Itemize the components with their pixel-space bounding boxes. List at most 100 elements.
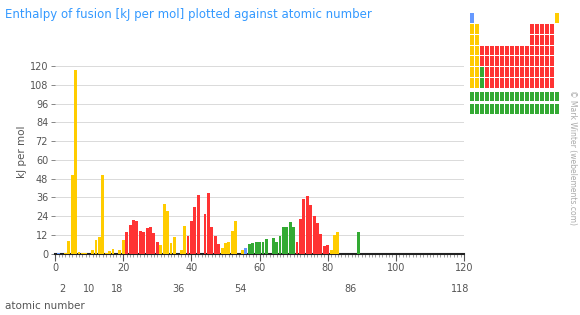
Bar	[218, 244, 220, 254]
Bar	[336, 232, 339, 254]
Bar	[554, 35, 559, 45]
Bar	[357, 232, 360, 254]
Bar	[500, 46, 505, 55]
Bar	[535, 92, 539, 101]
Bar	[207, 193, 210, 254]
Bar	[500, 105, 505, 114]
Bar	[554, 78, 559, 88]
Bar	[197, 195, 200, 254]
Bar	[480, 78, 484, 88]
Bar	[329, 250, 332, 254]
Bar	[535, 24, 539, 34]
Bar	[132, 220, 135, 254]
Bar	[102, 175, 104, 254]
Bar	[490, 78, 494, 88]
Bar	[248, 244, 251, 254]
Bar	[490, 67, 494, 77]
Bar	[540, 46, 544, 55]
Bar	[470, 92, 474, 101]
Bar	[545, 56, 549, 66]
Bar	[255, 243, 258, 254]
Bar	[495, 67, 499, 77]
Bar	[530, 78, 534, 88]
Bar	[510, 67, 514, 77]
Bar	[500, 78, 505, 88]
Bar	[173, 237, 176, 254]
Bar	[545, 46, 549, 55]
Bar	[98, 237, 101, 254]
Bar	[265, 239, 268, 254]
Bar	[187, 236, 190, 254]
Bar	[129, 225, 132, 254]
Bar	[333, 235, 336, 254]
Bar	[515, 46, 519, 55]
Bar	[530, 24, 534, 34]
Bar	[220, 249, 223, 254]
Bar	[241, 250, 244, 254]
Bar	[81, 253, 84, 254]
Text: Enthalpy of fusion [kJ per mol] plotted against atomic number: Enthalpy of fusion [kJ per mol] plotted …	[5, 8, 372, 21]
Bar	[153, 233, 155, 254]
Bar	[505, 67, 509, 77]
Bar	[485, 67, 490, 77]
Bar	[214, 236, 217, 254]
Bar	[535, 56, 539, 66]
Bar	[475, 46, 480, 55]
Bar	[296, 242, 299, 254]
Bar	[149, 227, 152, 254]
Bar	[520, 105, 524, 114]
Bar	[505, 46, 509, 55]
Bar	[510, 78, 514, 88]
Bar	[299, 219, 302, 254]
Bar	[470, 35, 474, 45]
Bar	[163, 204, 165, 254]
Bar	[309, 205, 312, 254]
Bar	[510, 46, 514, 55]
Bar	[183, 226, 186, 254]
Bar	[470, 67, 474, 77]
Bar	[74, 70, 77, 254]
Bar	[500, 67, 505, 77]
Bar	[278, 236, 281, 254]
Y-axis label: kJ per mol: kJ per mol	[17, 126, 27, 178]
Bar	[495, 105, 499, 114]
Bar	[554, 14, 559, 23]
Bar	[475, 105, 480, 114]
Bar	[480, 56, 484, 66]
Bar	[520, 46, 524, 55]
Bar	[554, 56, 559, 66]
Bar	[530, 46, 534, 55]
Bar	[500, 56, 505, 66]
Bar	[535, 35, 539, 45]
Bar	[470, 105, 474, 114]
Bar	[485, 92, 490, 101]
Bar	[525, 78, 530, 88]
Bar	[525, 67, 530, 77]
Bar	[550, 67, 554, 77]
Bar	[327, 245, 329, 254]
Bar	[520, 78, 524, 88]
Bar	[475, 24, 480, 34]
Bar	[245, 248, 247, 254]
Bar	[475, 35, 480, 45]
Bar	[540, 92, 544, 101]
Bar	[540, 67, 544, 77]
Bar	[495, 46, 499, 55]
Bar	[475, 67, 480, 77]
Bar	[495, 92, 499, 101]
Bar	[554, 92, 559, 101]
Bar	[520, 67, 524, 77]
Bar	[193, 207, 196, 254]
Bar	[525, 56, 530, 66]
Bar	[139, 231, 142, 254]
Bar	[545, 105, 549, 114]
Bar	[550, 46, 554, 55]
Bar	[540, 24, 544, 34]
Bar	[320, 234, 322, 254]
Bar	[530, 67, 534, 77]
Bar	[554, 24, 559, 34]
Bar	[480, 46, 484, 55]
Bar	[231, 231, 234, 254]
Bar	[224, 243, 227, 254]
Bar	[550, 35, 554, 45]
